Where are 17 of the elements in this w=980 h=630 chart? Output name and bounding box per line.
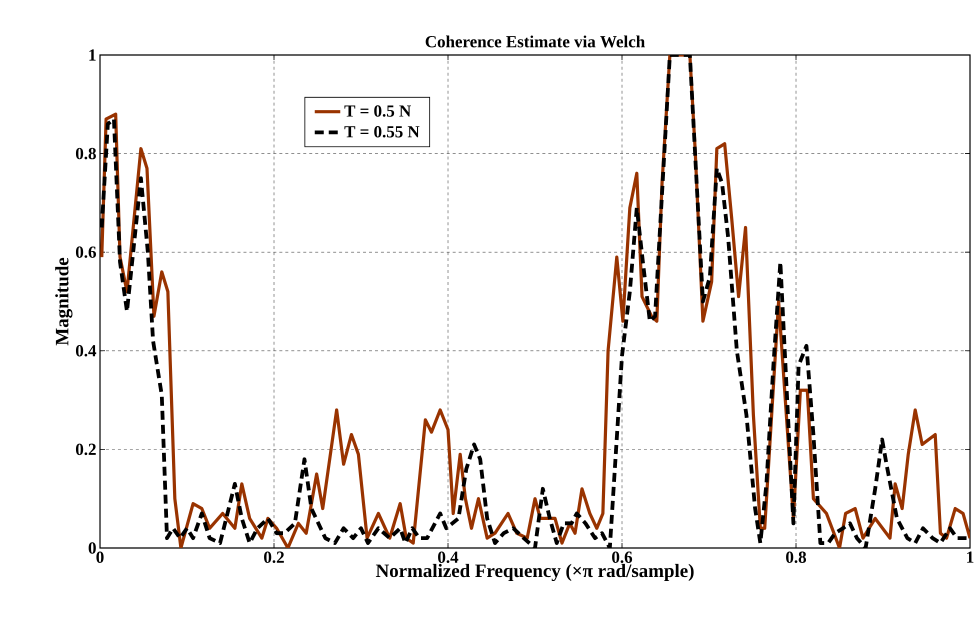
y-tick-label: 0.2 — [76, 444, 96, 456]
y-tick-label: 0.6 — [76, 246, 96, 258]
y-tick-label: 0 — [88, 542, 96, 554]
x-tick-label: 0.4 — [438, 552, 458, 564]
y-tick-label: 1 — [89, 49, 96, 61]
x-tick-label: 0.6 — [612, 552, 632, 564]
x-tick-label: 0.8 — [786, 552, 806, 564]
legend-label: T = 0.55 N — [344, 126, 420, 138]
x-tick-label: 0 — [96, 552, 104, 563]
x-tick-label: 1 — [967, 552, 974, 563]
legend-label: T = 0.5 N — [344, 105, 411, 117]
y-tick-label: 0.4 — [76, 345, 96, 357]
chart-title: Coherence Estimate via Welch — [426, 35, 645, 48]
y-tick-label: 0.8 — [76, 148, 96, 160]
y-axis-title: Magnitude — [55, 258, 72, 346]
x-tick-label: 0.2 — [264, 552, 284, 564]
x-axis-title: Normalized Frequency (×π rad/sample) — [376, 564, 694, 582]
